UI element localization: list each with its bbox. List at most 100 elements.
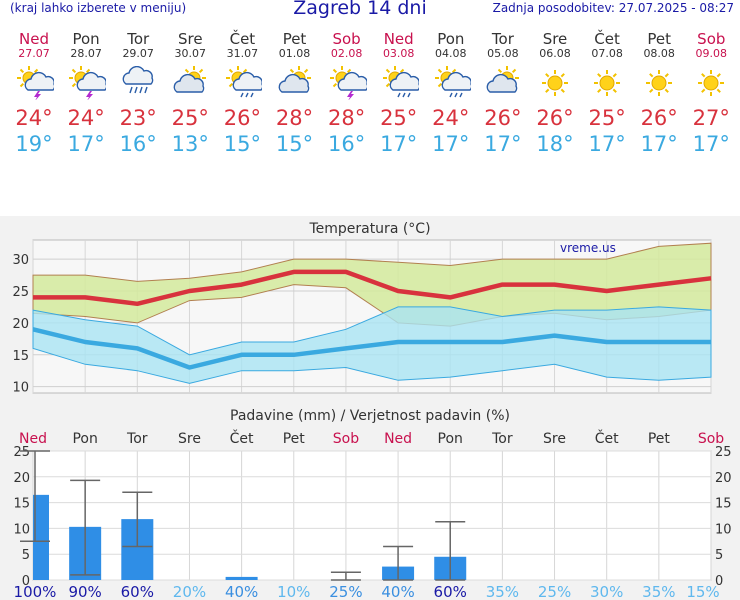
min-temperature: 17° [432, 132, 470, 156]
forecast-day: Pon 04.08 24° 17° [425, 30, 477, 157]
day-date: 02.08 [330, 47, 363, 60]
precipitation-day-label: Pet [648, 431, 671, 447]
precipitation-bar [33, 494, 49, 580]
day-date: 01.08 [278, 47, 311, 60]
sun-cloud-rain-icon [431, 66, 473, 100]
precipitation-day-label: Sre [178, 431, 201, 447]
precipitation-probability: 60% [434, 583, 467, 600]
temperature-chart-title: Temperatura (°C) [308, 221, 430, 237]
precipitation-probability: 20% [173, 583, 206, 600]
precipitation-day-label: Pon [72, 431, 97, 447]
precipitation-y-tick-left: 25 [13, 445, 30, 460]
spacer-band [0, 170, 740, 216]
day-name: Čet [594, 30, 620, 48]
day-date: 30.07 [174, 47, 207, 60]
precipitation-y-tick-left: 10 [13, 522, 30, 537]
precipitation-y-tick-right: 5 [715, 548, 723, 563]
forecast-day: Pon 28.07 24° 17° [60, 30, 112, 157]
min-temperature: 19° [15, 132, 53, 156]
page-title: Zagreb 14 dni [293, 0, 427, 19]
max-temperature: 27° [692, 106, 730, 130]
min-temperature: 15° [223, 132, 261, 156]
day-name: Tor [491, 30, 514, 48]
max-temperature-line [33, 269, 712, 307]
min-temperature: 13° [171, 132, 209, 156]
day-name: Tor [127, 30, 150, 48]
sun-cloud-icon [275, 66, 315, 100]
precipitation-probability: 30% [590, 583, 623, 600]
day-name: Pon [437, 30, 465, 48]
forecast-day: Pet 01.08 28° 15° [269, 30, 321, 157]
day-date: 04.08 [435, 47, 467, 60]
precipitation-probability: 100% [14, 583, 57, 600]
daily-forecast-strip: Ned 27.07 24° 19° Pon 28.07 24° 17° Tor 29.07 23° 1… [8, 30, 740, 170]
min-temperature: 17° [67, 132, 105, 156]
forecast-day: Ned 03.08 25° 17° [373, 30, 425, 157]
day-name: Sre [178, 30, 203, 48]
temperature-y-tick: 15 [12, 349, 29, 364]
precipitation-day-label: Sre [543, 431, 566, 447]
precipitation-y-tick-right: 15 [715, 497, 732, 512]
max-temperature: 25° [588, 106, 626, 130]
watermark: vreme.us [560, 241, 616, 255]
day-name: Ned [383, 30, 414, 48]
temperature-y-tick: 10 [12, 381, 29, 396]
precipitation-y-tick-left: 0 [22, 574, 30, 589]
day-date: 08.08 [643, 47, 675, 60]
sun-cloud-thunder-icon [14, 66, 56, 101]
precipitation-bar [225, 576, 258, 580]
cloud-rain-icon [118, 65, 158, 100]
min-temperature: 15° [275, 132, 314, 156]
precipitation-y-tick-left: 5 [22, 548, 30, 563]
precipitation-day-label: Tor [491, 431, 513, 447]
temperature-y-tick: 30 [12, 253, 29, 268]
precipitation-day-label: Tor [126, 431, 148, 447]
max-temperature: 24° [432, 106, 470, 130]
precipitation-probability: 10% [277, 583, 310, 600]
day-name: Ned [19, 30, 49, 48]
forecast-day: Tor 29.07 23° 16° [112, 30, 164, 157]
precipitation-day-label: Ned [19, 431, 47, 447]
location-menu-hint[interactable]: (kraj lahko izberete v meniju) [10, 1, 187, 15]
sun-cloud-rain-icon [222, 66, 264, 100]
max-temperature: 26° [640, 106, 678, 130]
sun-icon [587, 66, 627, 100]
day-date: 06.08 [539, 47, 571, 60]
precipitation-day-label: Čet [595, 429, 619, 447]
max-temperature: 28° [327, 106, 366, 130]
day-date: 03.08 [382, 47, 415, 60]
max-temperature: 26° [484, 106, 522, 130]
sun-cloud-thunder-icon [327, 66, 368, 101]
max-temperature: 25° [380, 106, 418, 130]
day-date: 29.07 [122, 47, 154, 60]
precipitation-y-tick-right: 25 [715, 445, 732, 460]
precipitation-probability: 90% [68, 583, 101, 600]
forecast-day: Čet 31.07 26° 15° [216, 30, 268, 157]
sun-icon [639, 66, 679, 100]
precipitation-probability: 25% [329, 583, 362, 600]
precipitation-day-label: Pet [283, 431, 306, 447]
precipitation-y-tick-right: 10 [715, 522, 732, 537]
day-date: 05.08 [487, 47, 519, 60]
day-name: Sob [332, 30, 361, 48]
precipitation-probability: 35% [486, 583, 519, 600]
precipitation-probability: 40% [381, 583, 414, 600]
precipitation-day-label: Pon [438, 431, 463, 447]
min-temperature: 16° [327, 132, 366, 156]
forecast-day: Tor 05.08 26° 17° [477, 30, 529, 157]
day-date: 28.07 [70, 47, 102, 60]
precipitation-y-tick-right: 0 [715, 574, 723, 589]
sun-cloud-rain-icon [379, 66, 420, 100]
precipitation-probability: 25% [538, 583, 571, 600]
precipitation-chart-title: Padavine (mm) / Verjetnost padavin (%) [230, 408, 510, 424]
min-temperature: 16° [119, 132, 157, 156]
min-temperature: 17° [640, 132, 678, 156]
precipitation-day-label: Čet [230, 429, 254, 447]
min-temperature: 17° [380, 132, 418, 156]
day-name: Pet [282, 30, 307, 48]
forecast-day: Ned 27.07 24° 19° [8, 30, 60, 157]
page-header: (kraj lahko izberete v meniju) Zagreb 14… [0, 0, 740, 22]
precipitation-day-label: Sob [698, 431, 724, 447]
day-name: Pet [647, 30, 671, 48]
